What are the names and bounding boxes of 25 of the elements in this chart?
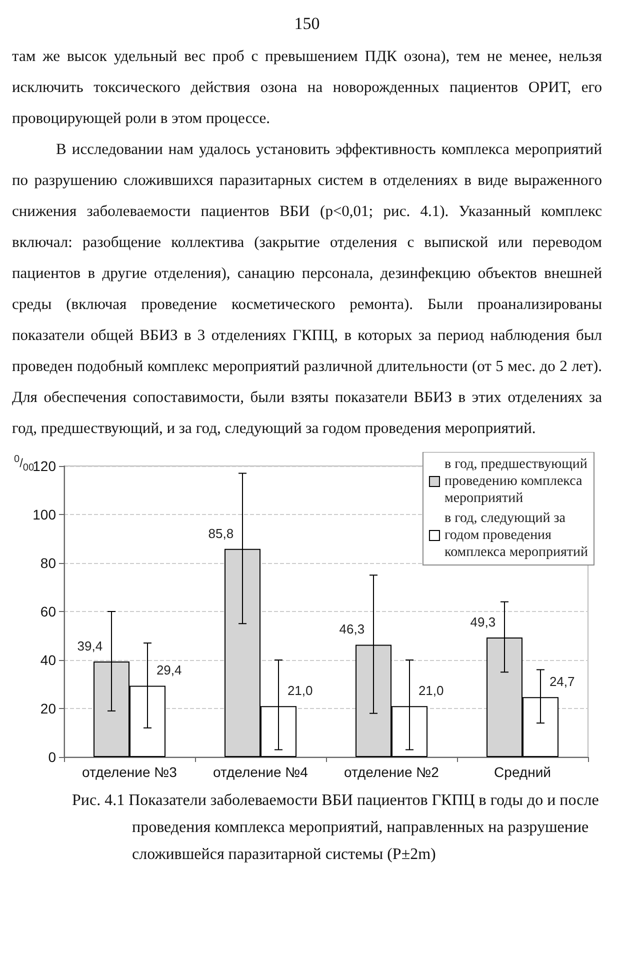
- y-tick-label: 60: [40, 604, 56, 620]
- y-tick-label: 100: [32, 506, 56, 522]
- text: 150: [293, 13, 321, 35]
- data-label: 49,3: [470, 614, 496, 630]
- legend-label: в год, следующий за годом проведения комплекса мероприятий: [444, 511, 589, 560]
- y-tick-label: 20: [40, 700, 56, 716]
- y-tick-label: 120: [32, 458, 56, 474]
- y-tick-label: 0: [48, 749, 56, 765]
- data-label: 39,4: [77, 638, 103, 654]
- text: В исследовании нам удалось установить эффективность комплекса мероприятий по разрушению сложившихся паразитарных систем в отделениях в виде выраженного снижения заболеваемости пациентов ВБИ (p<0,01; рис. 4.1). Указанный комплекс включал: разобщение коллектива (закрытие отделения с выпиской или переводом пациентов в другие отделения), санацию персонала, дезинфекцию объектов внешней среды (включая проведение косметического ремонта). Были проанализированы показатели общей ВБИЗ в 3 отделениях ГКПЦ, в которых за период наблюдения был проведен подобный комплекс мероприятий различной длительности (от 5 мес. до 2 лет). Для обеспечения сопоставимости, были взяты показатели ВБИЗ в этих отделениях за год, предшествующий, и за год, следующий за годом проведения мероприятий.: [12, 141, 602, 437]
- y-tick-label: 40: [40, 652, 56, 668]
- data-label: 29,4: [156, 662, 182, 678]
- text: там же высок удельный вес проб с превышением ПДК озона), тем не менее, нельзя исключить токсического действия озона на новорожденных пациентов ОРИТ, его провоцирующей роли в этом процессе.: [12, 47, 602, 129]
- data-label: 85,8: [208, 526, 234, 541]
- x-tick-label: Средний: [494, 764, 551, 780]
- x-tick-label: отделение №4: [213, 764, 308, 780]
- data-label: 46,3: [339, 622, 365, 637]
- data-label: 24,7: [549, 674, 575, 690]
- data-label: 21,0: [418, 683, 444, 698]
- y-tick-label: 80: [40, 555, 56, 571]
- x-tick-label: отделение №3: [82, 764, 178, 780]
- text: Рис. 4.1 Показатели заболеваемости ВБИ пациентов ГКПЦ в годы до и после проведения комплекса мероприятий, направленных на разрушение сложившейся паразитарной системы (P±2m): [72, 791, 600, 865]
- data-label: 21,0: [287, 683, 313, 698]
- y-axis-title: $^{0}$/$_{00}$: [14, 454, 34, 474]
- x-tick-label: отделение №2: [344, 764, 440, 780]
